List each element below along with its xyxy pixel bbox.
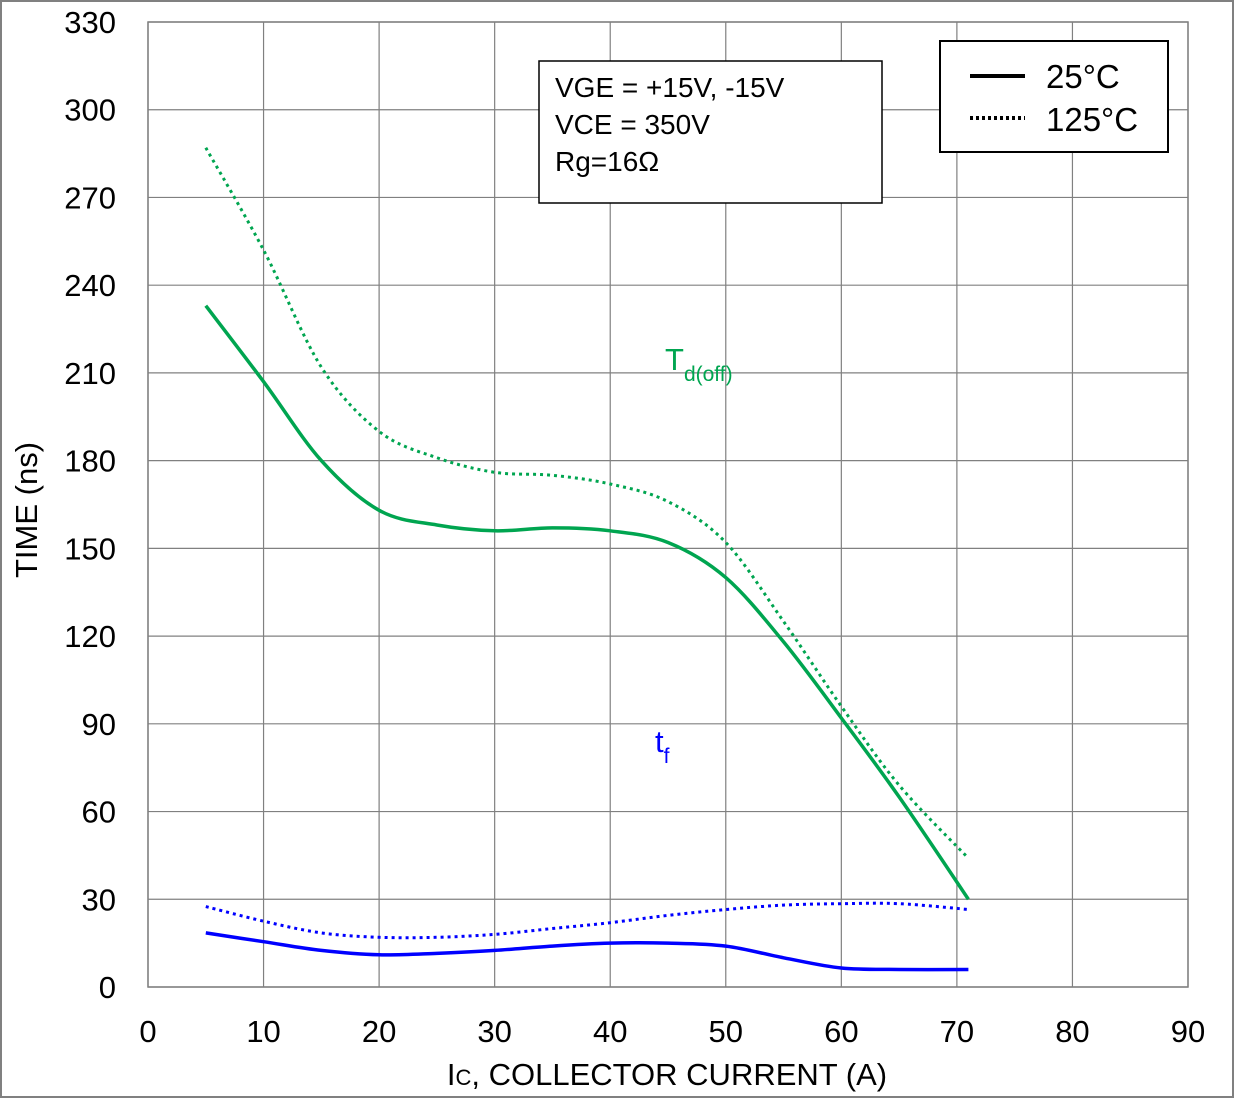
legend-label: 25°C: [1046, 58, 1120, 95]
series-line-1: [204, 146, 970, 860]
y-tick-label: 150: [64, 531, 116, 566]
plot-area-frame: [147, 21, 1189, 988]
y-tick-label: 60: [82, 795, 116, 830]
y-tick-label: 300: [64, 93, 116, 128]
legend-label: 125°C: [1046, 101, 1138, 138]
x-axis-title-rest: , COLLECTOR CURRENT (A): [471, 1057, 887, 1092]
conditions-box: VGE = +15V, -15V VCE = 350V Rg=16Ω: [538, 60, 883, 204]
series-layer: [204, 146, 970, 972]
x-axis-title: IC, COLLECTOR CURRENT (A): [447, 1057, 887, 1092]
y-tick-label: 120: [64, 619, 116, 654]
x-axis-title-subscript: C: [456, 1065, 472, 1090]
x-axis-title-prefix: I: [447, 1057, 456, 1092]
annotation-td-off: Td(off): [665, 342, 733, 386]
y-tick-label: 330: [64, 5, 116, 40]
condition-line: VCE = 350V: [555, 109, 710, 140]
annotation-main: T: [665, 342, 684, 377]
tick-labels: 0 10 20 30 40 50 60 70 80 90 0 30 60 90 120 150 180 210 24…: [64, 5, 1205, 1049]
x-tick-label: 10: [246, 1014, 280, 1049]
annotation-sub: d(off): [684, 363, 733, 386]
y-tick-label: 210: [64, 356, 116, 391]
y-tick-label: 90: [82, 707, 116, 742]
x-tick-label: 40: [593, 1014, 627, 1049]
condition-line: Rg=16Ω: [555, 146, 659, 177]
annotation-sub: f: [664, 745, 670, 768]
series-line-0: [204, 304, 970, 901]
y-tick-label: 180: [64, 444, 116, 479]
x-tick-label: 80: [1055, 1014, 1089, 1049]
y-tick-label: 270: [64, 180, 116, 215]
y-axis-title: TIME (ns): [9, 442, 44, 578]
legend: 25°C 125°C: [939, 40, 1169, 153]
series-line-2: [205, 931, 969, 972]
x-tick-label: 50: [709, 1014, 743, 1049]
annotation-tf: tf: [655, 724, 670, 768]
condition-line: VGE = +15V, -15V: [555, 72, 785, 103]
y-tick-label: 0: [99, 970, 116, 1005]
x-tick-label: 0: [139, 1014, 156, 1049]
x-tick-label: 70: [940, 1014, 974, 1049]
x-tick-label: 60: [824, 1014, 858, 1049]
x-tick-label: 20: [362, 1014, 396, 1049]
x-tick-label: 30: [477, 1014, 511, 1049]
y-tick-label: 240: [64, 268, 116, 303]
annotation-main: t: [655, 724, 664, 759]
x-tick-label: 90: [1171, 1014, 1205, 1049]
y-tick-label: 30: [82, 882, 116, 917]
